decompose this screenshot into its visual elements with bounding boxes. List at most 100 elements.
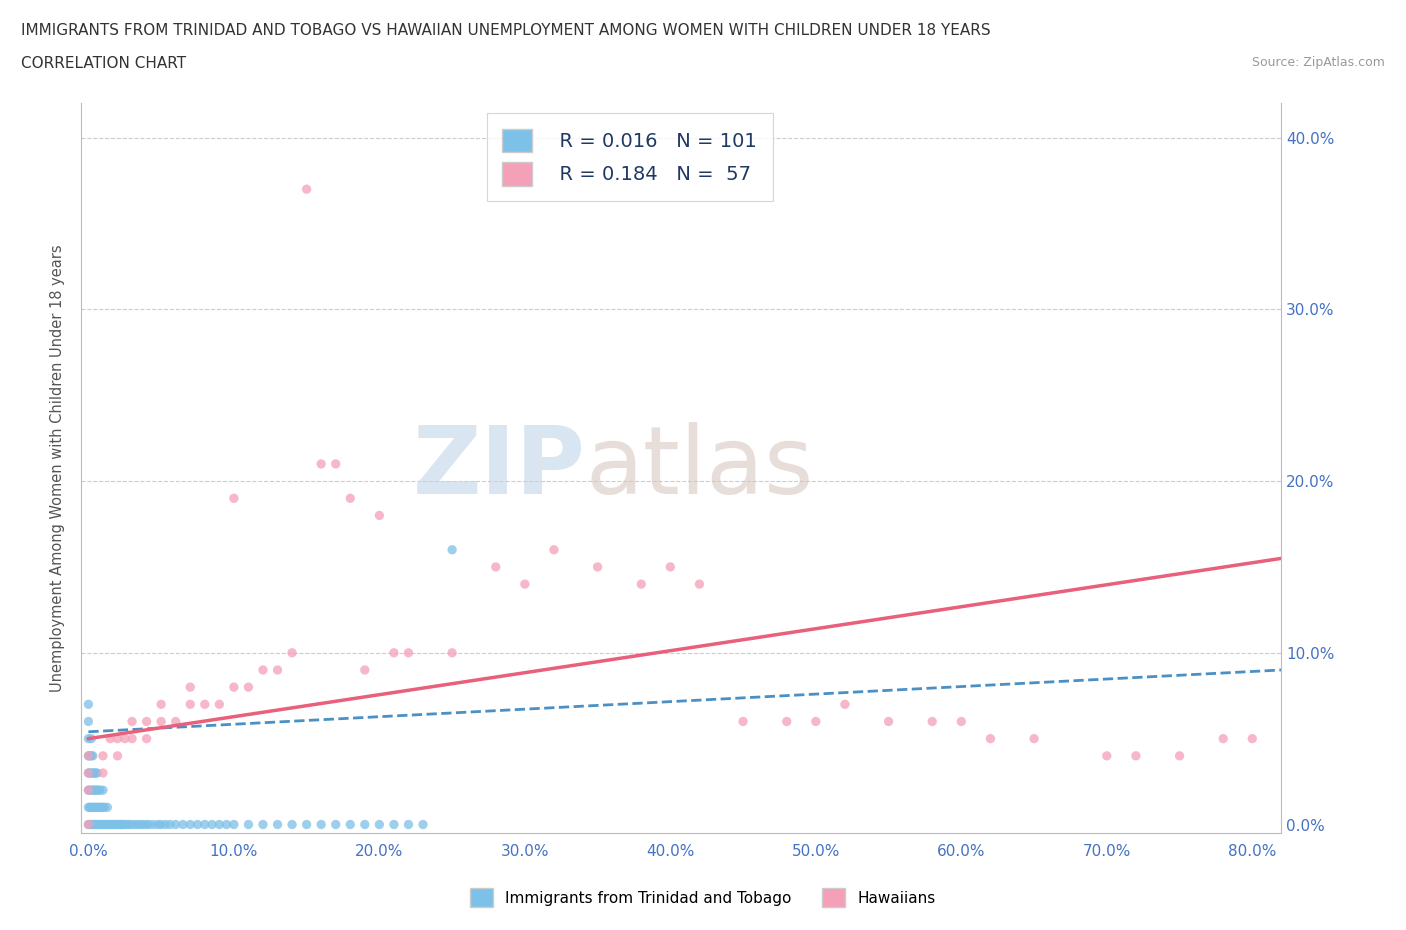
Point: [150, 714, 173, 729]
Point: [77, 783, 100, 798]
Point: [630, 577, 652, 591]
Point: [222, 491, 245, 506]
Point: [84, 783, 107, 798]
Point: [398, 817, 420, 832]
Point: [368, 817, 391, 832]
Point: [339, 817, 361, 832]
Legend: Immigrants from Trinidad and Tobago, Hawaiians: Immigrants from Trinidad and Tobago, Haw…: [464, 883, 942, 913]
Point: [79, 749, 101, 764]
Point: [121, 714, 143, 729]
Point: [77, 817, 100, 832]
Point: [79, 817, 101, 832]
Point: [90, 800, 112, 815]
Point: [201, 817, 224, 832]
Point: [77, 817, 100, 832]
Point: [222, 680, 245, 695]
Point: [513, 577, 536, 591]
Point: [129, 817, 152, 832]
Point: [77, 731, 100, 746]
Point: [91, 800, 114, 815]
Point: [91, 783, 114, 798]
Point: [93, 817, 115, 832]
Point: [89, 817, 111, 832]
Point: [159, 817, 181, 832]
Point: [485, 560, 508, 575]
Point: [194, 817, 217, 832]
Point: [295, 181, 318, 196]
Point: [121, 731, 143, 746]
Point: [339, 491, 361, 506]
Point: [266, 662, 288, 677]
Point: [543, 542, 565, 557]
Point: [733, 714, 755, 729]
Point: [325, 817, 347, 832]
Point: [83, 783, 105, 798]
Point: [135, 731, 157, 746]
Point: [834, 697, 856, 711]
Point: [107, 817, 129, 832]
Point: [107, 749, 129, 764]
Point: [135, 817, 157, 832]
Point: [91, 765, 114, 780]
Point: [86, 800, 108, 815]
Point: [80, 817, 103, 832]
Point: [586, 560, 609, 575]
Point: [238, 817, 260, 832]
Point: [79, 783, 101, 798]
Point: [111, 817, 134, 832]
Point: [87, 783, 110, 798]
Point: [82, 783, 104, 798]
Point: [114, 817, 136, 832]
Point: [155, 817, 177, 832]
Point: [77, 697, 100, 711]
Point: [1241, 731, 1264, 746]
Point: [77, 749, 100, 764]
Point: [222, 817, 245, 832]
Text: ZIP: ZIP: [412, 422, 585, 514]
Point: [776, 714, 799, 729]
Point: [77, 765, 100, 780]
Point: [80, 731, 103, 746]
Point: [179, 697, 201, 711]
Point: [150, 817, 173, 832]
Point: [194, 697, 217, 711]
Point: [98, 731, 121, 746]
Point: [124, 817, 146, 832]
Point: [208, 817, 231, 832]
Point: [84, 817, 107, 832]
Point: [252, 662, 274, 677]
Point: [659, 560, 682, 575]
Point: [96, 800, 118, 815]
Text: atlas: atlas: [585, 422, 814, 514]
Point: [82, 800, 104, 815]
Point: [325, 457, 347, 472]
Point: [83, 800, 105, 815]
Point: [921, 714, 943, 729]
Point: [135, 714, 157, 729]
Point: [82, 765, 104, 780]
Point: [1022, 731, 1045, 746]
Point: [186, 817, 208, 832]
Point: [179, 817, 201, 832]
Point: [441, 645, 464, 660]
Point: [84, 800, 107, 815]
Point: [83, 765, 105, 780]
Point: [382, 817, 405, 832]
Point: [87, 800, 110, 815]
Point: [688, 577, 710, 591]
Point: [252, 817, 274, 832]
Point: [266, 817, 288, 832]
Text: CORRELATION CHART: CORRELATION CHART: [21, 56, 186, 71]
Point: [398, 645, 420, 660]
Point: [90, 817, 112, 832]
Point: [101, 817, 124, 832]
Point: [281, 817, 304, 832]
Point: [83, 817, 105, 832]
Point: [89, 800, 111, 815]
Point: [1125, 749, 1147, 764]
Point: [94, 817, 117, 832]
Point: [172, 817, 194, 832]
Point: [91, 817, 114, 832]
Point: [142, 817, 165, 832]
Point: [93, 800, 115, 815]
